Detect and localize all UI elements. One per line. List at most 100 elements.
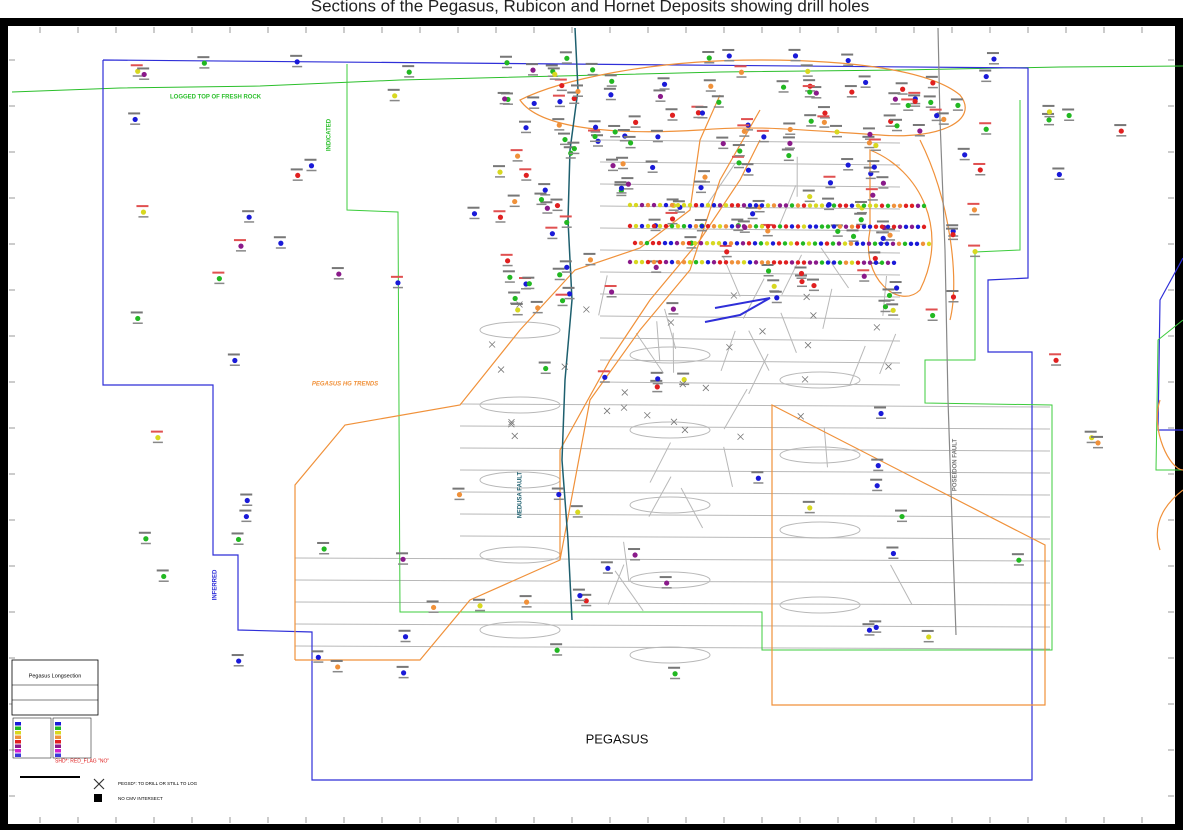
- drill-hole: [771, 283, 777, 289]
- drill-hole: [395, 280, 401, 286]
- decline: [780, 312, 797, 354]
- drill-hole: [845, 57, 851, 64]
- drill-hole: [879, 260, 885, 265]
- drill-hole: [908, 241, 914, 247]
- hole-tag: [846, 96, 857, 98]
- hole-tag: [732, 155, 745, 158]
- drill-hole: [867, 224, 873, 229]
- hole-tag: [616, 156, 629, 159]
- hole-tag: [859, 280, 870, 282]
- drill-hole: [822, 110, 828, 116]
- drill-hole: [787, 140, 793, 147]
- drill-hole: [571, 146, 577, 152]
- drill-hole: [777, 260, 783, 265]
- hole-tag: [865, 188, 878, 191]
- hole-tag: [507, 194, 520, 197]
- hole-tag: [538, 361, 551, 364]
- decline: [748, 353, 769, 395]
- drill-hole: [861, 224, 867, 229]
- drill-hole: [831, 203, 837, 208]
- hole-tag: [242, 210, 255, 213]
- hole-tag: [947, 238, 958, 241]
- legend-swatch: [55, 722, 61, 726]
- pending-hole: [583, 306, 590, 313]
- drill-hole: [818, 241, 824, 246]
- legend-swatch: [55, 749, 61, 753]
- hole-tag: [867, 160, 880, 163]
- hole-tag: [1086, 441, 1097, 444]
- drive-loop: [479, 396, 561, 414]
- drill-hole: [663, 202, 669, 208]
- hole-tag: [783, 159, 794, 162]
- hole-tag: [724, 59, 735, 62]
- drive-loop: [629, 646, 711, 664]
- deposit-label: PEGASUS: [586, 731, 649, 746]
- hole-tag: [569, 152, 580, 155]
- drill-hole: [806, 241, 812, 246]
- drill-hole: [729, 224, 735, 229]
- drill-hole: [728, 241, 734, 246]
- hole-tag: [785, 133, 796, 135]
- hole-tag: [873, 469, 884, 472]
- drill-hole: [834, 129, 840, 135]
- drill-hole: [759, 260, 765, 265]
- drill-hole: [842, 241, 848, 246]
- hole-tag: [830, 124, 843, 127]
- drill-hole: [764, 241, 770, 246]
- hole-tag: [668, 209, 679, 211]
- drill-hole: [717, 203, 723, 208]
- hole-tag: [846, 229, 859, 232]
- drill-hole: [890, 307, 896, 313]
- drill-hole: [799, 278, 805, 285]
- drill-hole: [983, 73, 989, 80]
- hole-tag: [330, 659, 343, 662]
- hole-tag: [936, 112, 949, 115]
- hole-tag: [306, 169, 317, 172]
- drill-hole: [843, 203, 849, 208]
- pegsd-note: PEGSD*: TO DRILL OR STILL TO LOG: [118, 781, 198, 786]
- drill-hole: [633, 202, 639, 208]
- drive: [294, 623, 1051, 628]
- drill-hole: [812, 241, 818, 246]
- hole-tag: [705, 90, 716, 92]
- hole-tag: [561, 226, 572, 228]
- drive: [459, 535, 1051, 540]
- hole-tag: [540, 194, 551, 196]
- hole-tag: [628, 548, 641, 551]
- hole-tag: [970, 255, 981, 258]
- drill-hole: [632, 552, 638, 558]
- hole-tag: [604, 285, 617, 288]
- hole-tag: [874, 406, 887, 409]
- hole-tag: [876, 176, 889, 179]
- hole-tag: [882, 288, 895, 291]
- hole-tag: [1049, 353, 1062, 356]
- hole-tag: [139, 78, 150, 80]
- hole-tag: [702, 51, 715, 54]
- hole-tag: [547, 75, 558, 77]
- drill-hole: [244, 497, 250, 504]
- legend-swatch: [15, 722, 21, 726]
- drill-hole: [680, 240, 686, 246]
- drill-hole: [602, 374, 608, 380]
- hole-tag: [559, 215, 572, 218]
- poseidon-fault-label: POSEIDON FAULT: [953, 439, 959, 492]
- drill-hole: [886, 292, 893, 299]
- drill-hole: [668, 240, 674, 246]
- drive: [294, 601, 1051, 606]
- drill-hole: [789, 260, 795, 265]
- hole-tag: [747, 217, 758, 220]
- drill-hole: [863, 79, 869, 86]
- drill-hole: [741, 128, 747, 134]
- hole-tag: [739, 231, 750, 233]
- hole-tag: [862, 623, 875, 626]
- hole-tag: [804, 511, 815, 514]
- hole-tag: [891, 292, 902, 294]
- hole-tag: [593, 145, 604, 147]
- hole-tag: [921, 629, 934, 632]
- drill-hole: [625, 181, 631, 187]
- drill-hole: [741, 224, 747, 229]
- drill-hole: [1046, 109, 1053, 115]
- hole-tag: [790, 59, 801, 62]
- hole-tag: [650, 129, 663, 132]
- drill-hole: [787, 126, 793, 133]
